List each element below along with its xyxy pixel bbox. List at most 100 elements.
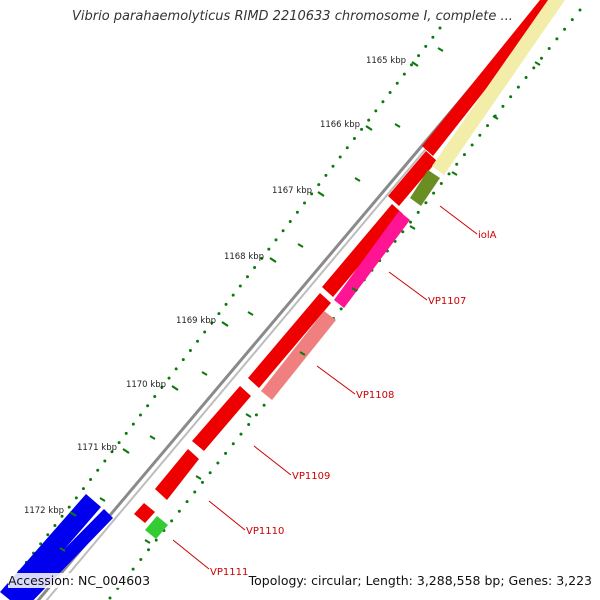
gene-arrow-red-vp1107: [322, 204, 403, 297]
kbp-tick-mark: [171, 385, 179, 391]
inner-dot: [74, 496, 78, 500]
inner-dot: [160, 385, 164, 389]
inner-dot: [131, 422, 135, 426]
inner-dot: [274, 238, 278, 242]
gene-leader-line: [208, 500, 246, 531]
kbp-tick-label: 1169 kbp: [176, 316, 216, 326]
outer-dot: [570, 18, 574, 22]
outer-dot: [563, 27, 567, 31]
inner-dot: [124, 431, 128, 435]
minor-tick-mark: [299, 351, 306, 356]
inner-dot: [203, 330, 207, 334]
gene-label: VP1109: [292, 471, 330, 482]
kbp-tick-label: 1171 kbp: [77, 443, 117, 453]
outer-dot: [439, 182, 443, 186]
inner-dot: [409, 63, 413, 67]
outer-dot: [555, 37, 559, 41]
kbp-tick-mark: [221, 321, 229, 327]
kbp-tick-label: 1172 kbp: [24, 506, 64, 516]
inner-dot: [288, 219, 292, 223]
gene-leader-line: [439, 205, 478, 235]
kbp-tick-mark: [317, 191, 325, 197]
ruler-ticks: 1165 kbp 1166 kbp 1167 kbp 1168 kbp 1169 kbp…: [24, 47, 541, 552]
outer-dot: [208, 471, 212, 475]
minor-tick-mark: [247, 311, 254, 316]
outer-dot: [408, 220, 412, 224]
inner-dot: [81, 487, 85, 491]
inner-dot: [324, 173, 328, 177]
genome-summary-text: Topology: circular; Length: 3,288,558 bp…: [248, 573, 592, 588]
gene-arrow-red-vp1110: [155, 449, 199, 500]
inner-dot: [338, 155, 342, 159]
inner-dot: [310, 192, 314, 196]
outer-dot: [532, 66, 536, 70]
inner-dot: [438, 26, 442, 30]
inner-dot: [181, 358, 185, 362]
kbp-tick-label: 1166 kbp: [320, 120, 360, 130]
gene-arrow-red-vp1108: [248, 293, 331, 388]
minor-tick-mark: [437, 47, 444, 52]
outer-dot: [547, 47, 551, 51]
inner-dot: [253, 266, 257, 270]
inner-dot: [60, 514, 64, 518]
inner-tick-dots: [3, 26, 442, 592]
inner-dot: [39, 542, 43, 546]
outer-dot: [247, 422, 251, 426]
outer-dot: [339, 307, 343, 311]
outer-dot: [539, 56, 543, 60]
minor-tick-mark: [201, 371, 208, 376]
inner-dot: [331, 164, 335, 168]
outer-dot: [455, 162, 459, 166]
kbp-tick-mark: [365, 125, 373, 131]
minor-tick-mark: [409, 225, 416, 230]
minor-tick-mark: [394, 123, 401, 128]
inner-dot: [53, 524, 57, 528]
outer-dot: [447, 172, 451, 176]
minor-tick-mark: [351, 287, 358, 292]
outer-dot: [524, 75, 528, 79]
cog-magenta-vp1107: [334, 211, 410, 308]
inner-dot: [89, 477, 93, 481]
outer-dot: [185, 500, 189, 504]
outer-dot: [401, 230, 405, 234]
inner-dot: [303, 201, 307, 205]
map-title: Vibrio parahaemolyticus RIMD 2210633 chr…: [72, 9, 519, 24]
gene-label: iolA: [478, 230, 497, 241]
minor-tick-mark: [297, 243, 304, 248]
outer-dot: [170, 519, 174, 523]
inner-dot: [103, 459, 107, 463]
outer-dot: [470, 143, 474, 147]
inner-dot: [153, 395, 157, 399]
inner-dot: [367, 118, 371, 122]
inner-dot: [281, 229, 285, 233]
cog-salmon-vp1108: [261, 311, 336, 400]
inner-dot: [431, 35, 435, 39]
inner-dot: [374, 109, 378, 113]
outer-dot: [424, 201, 428, 205]
gene-label: VP1110: [246, 526, 284, 537]
outer-dot: [108, 596, 112, 600]
outer-dot: [177, 509, 181, 513]
inner-dot: [360, 127, 364, 131]
inner-dot: [402, 72, 406, 76]
outer-dot: [239, 432, 243, 436]
minor-tick-mark: [354, 177, 361, 182]
outer-dot: [462, 153, 466, 157]
outer-dot: [509, 95, 513, 99]
inner-dot: [345, 146, 349, 150]
minor-tick-mark: [534, 61, 541, 66]
outer-dot: [154, 538, 158, 542]
minor-tick-mark: [144, 539, 151, 544]
gene-arrow-red-vp1111: [134, 503, 155, 523]
inner-dot: [267, 247, 271, 251]
inner-dot: [295, 210, 299, 214]
outer-dot: [416, 210, 420, 214]
accession-text: Accession: NC_004603: [8, 573, 151, 588]
cog-olive-iola: [410, 170, 440, 206]
inner-dot: [224, 302, 228, 306]
outer-dot: [216, 461, 220, 465]
minor-tick-mark: [99, 497, 106, 502]
inner-dot: [260, 256, 264, 260]
inner-dot: [395, 81, 399, 85]
inner-dot: [96, 468, 100, 472]
